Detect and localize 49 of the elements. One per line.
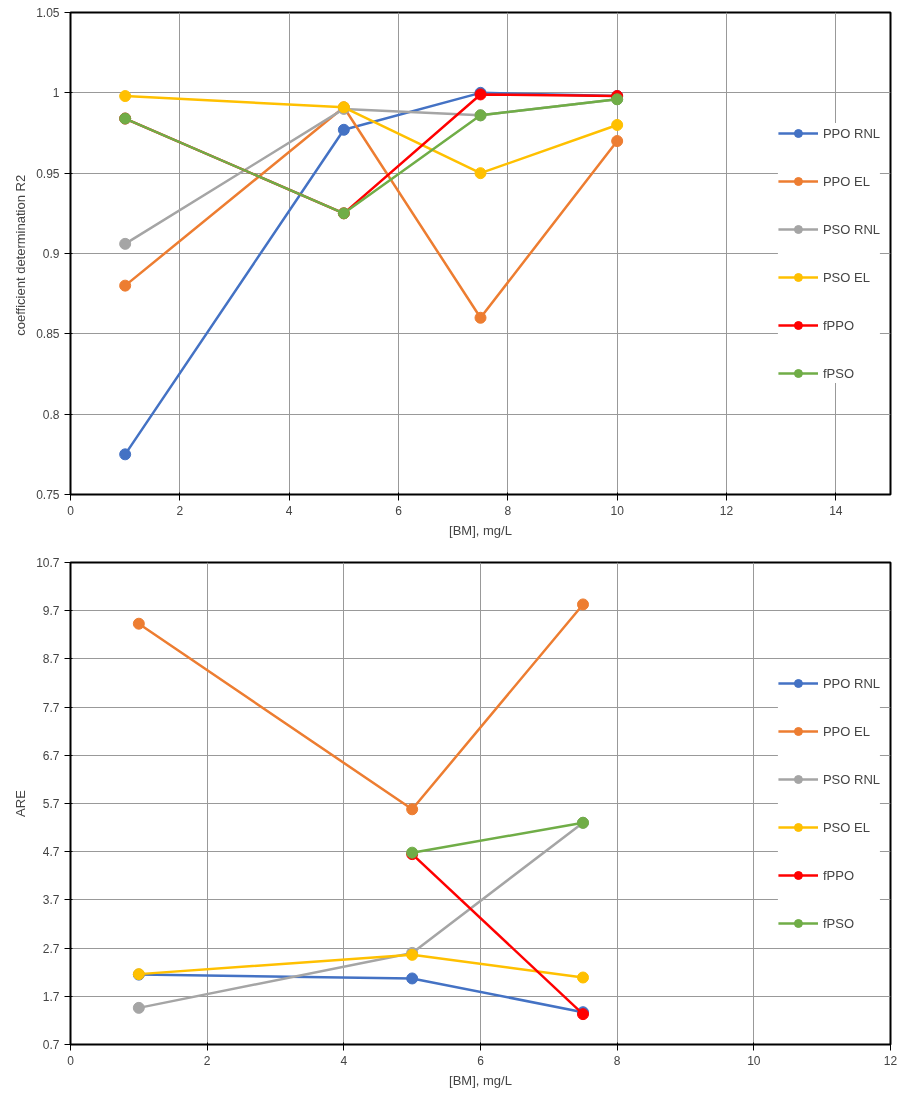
x-tick-label: 10 — [747, 1053, 761, 1068]
x-tick-label: 6 — [477, 1053, 485, 1068]
x-tick-label: 4 — [285, 503, 293, 518]
x-tick-label: 10 — [610, 503, 625, 518]
y-tick-label: 0.75 — [36, 488, 60, 502]
legend-label: fPPO — [822, 317, 854, 333]
x-tick-label: 8 — [504, 503, 512, 518]
legend-label: PPO EL — [822, 173, 870, 189]
y-tick-label: 4.7 — [42, 845, 60, 860]
legend-label: PPO RNL — [822, 125, 880, 141]
y-tick-label: 0.9 — [42, 247, 60, 261]
x-tick-label: 8 — [613, 1053, 621, 1068]
x-tick-label: 0 — [67, 1053, 75, 1068]
legend-label: fPSO — [822, 915, 854, 931]
legend-label: PSO RNL — [822, 221, 880, 237]
legend-label: PPO RNL — [822, 675, 880, 691]
y-tick-label: 9.7 — [42, 604, 60, 619]
legend-label: fPSO — [822, 365, 854, 381]
y-tick-label: 5.7 — [42, 797, 60, 811]
x-axis-title: [BM], mg/L — [449, 522, 512, 538]
y-tick-label: 2.7 — [42, 941, 60, 956]
x-axis-title: [BM], mg/L — [449, 1072, 512, 1088]
y-tick-label: 6.7 — [42, 748, 60, 763]
y-tick-label: 3.7 — [42, 893, 60, 908]
x-tick-label: 14 — [829, 503, 843, 518]
x-tick-label: 0 — [67, 503, 75, 518]
x-tick-label: 2 — [176, 503, 184, 518]
legend-label: fPPO — [822, 867, 854, 883]
y-tick-label: 0.7 — [42, 1038, 60, 1052]
x-tick-label: 12 — [719, 503, 734, 518]
y-tick-label: 0.85 — [36, 327, 60, 342]
y-tick-label: 1.05 — [36, 6, 60, 20]
legend-label: PSO RNL — [822, 771, 880, 787]
y-axis-title: ARE — [13, 789, 29, 817]
y-tick-label: 1 — [52, 86, 60, 101]
y-tick-label: 7.7 — [42, 700, 60, 715]
x-tick-label: 12 — [883, 1053, 898, 1068]
x-tick-label: 4 — [340, 1053, 348, 1068]
y-tick-label: 10.7 — [36, 556, 60, 570]
x-tick-label: 2 — [203, 1053, 211, 1068]
legend-label: PSO EL — [822, 269, 870, 285]
y-tick-label: 0.95 — [36, 166, 60, 181]
legend-label: PPO EL — [822, 723, 870, 739]
y-tick-label: 1.7 — [42, 989, 60, 1004]
y-tick-label: 8.7 — [42, 652, 60, 667]
legend-label: PSO EL — [822, 819, 870, 835]
y-axis-title: coefficient determination R2 — [13, 174, 29, 336]
y-tick-label: 0.8 — [42, 407, 60, 422]
x-tick-label: 6 — [395, 503, 403, 518]
